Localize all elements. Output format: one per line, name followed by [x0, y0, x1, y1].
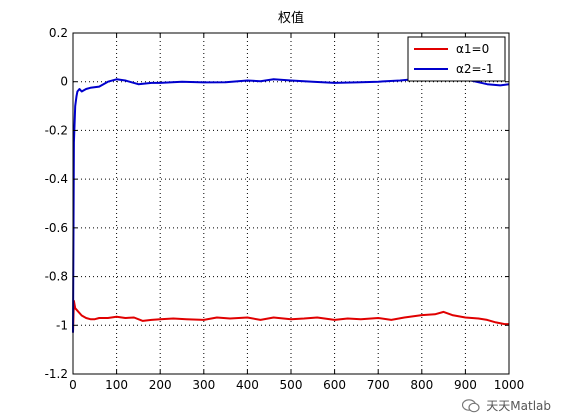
x-tick-label: 800	[410, 378, 433, 392]
watermark: 天天Matlab	[462, 397, 551, 414]
legend-label-0: α1=0	[456, 42, 489, 56]
legend-label-1: α2=-1	[456, 62, 494, 76]
series-line-0	[72, 299, 509, 333]
axis-ticks	[72, 32, 510, 375]
x-tick-label: 400	[236, 378, 259, 392]
y-tick-label: -1.2	[45, 367, 68, 381]
legend-box	[407, 36, 506, 82]
legend: α1=0 α2=-1	[407, 36, 506, 82]
chart-title: 权值	[278, 10, 304, 26]
x-tick-label: 1000	[494, 378, 525, 392]
y-tick-label: -0.2	[45, 123, 68, 137]
y-tick-label: -0.8	[45, 270, 68, 284]
x-tick-label: 700	[367, 378, 390, 392]
y-tick-label: -0.6	[45, 221, 68, 235]
y-tick-label: 0.2	[49, 26, 68, 40]
wechat-icon	[462, 398, 480, 412]
y-tick-label: -0.4	[45, 172, 68, 186]
x-tick-label: 300	[192, 378, 215, 392]
x-tick-label: 900	[454, 378, 477, 392]
y-tick-label: 0	[60, 75, 68, 89]
x-tick-label: 100	[105, 378, 128, 392]
y-tick-labels: -1.2 -1 -0.8 -0.6 -0.4 -0.2 0 0.2	[45, 26, 68, 381]
x-tick-labels: 0 100 200 300 400 500 600 700 800 900 1000	[69, 378, 524, 392]
y-tick-label: -1	[56, 318, 68, 332]
x-tick-label: 200	[149, 378, 172, 392]
x-tick-label: 500	[280, 378, 303, 392]
x-tick-label: 0	[69, 378, 77, 392]
x-tick-label: 600	[323, 378, 346, 392]
watermark-text: 天天Matlab	[486, 399, 551, 413]
